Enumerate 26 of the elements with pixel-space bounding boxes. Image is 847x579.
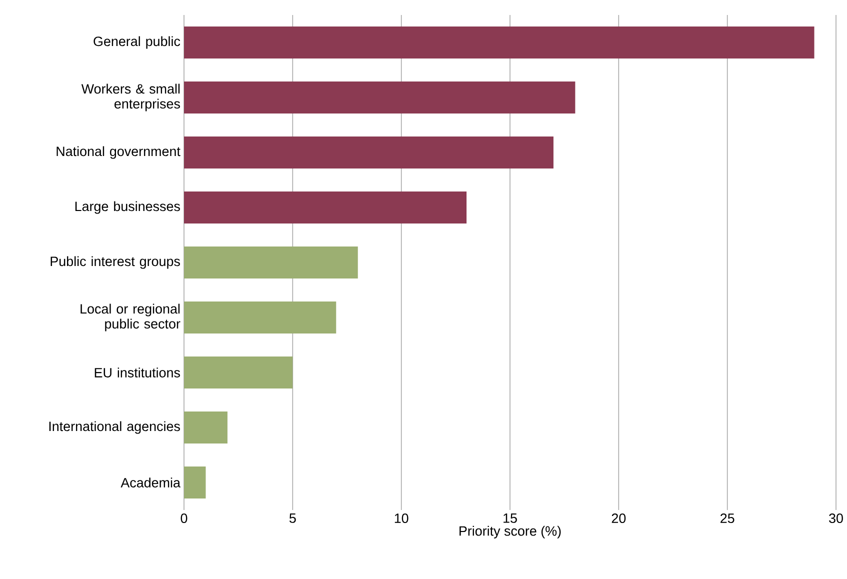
y-tick-label: Large businesses (75, 201, 180, 214)
y-tick-label: Local or regional public sector (80, 304, 180, 332)
y-tick-label: Workers & small enterprises (81, 84, 180, 112)
x-axis-title: Priority score (%) (460, 526, 561, 538)
y-tick-label: Public interest groups (50, 256, 180, 269)
y-tick-label: EU institutions (94, 368, 180, 378)
x-tick-label: 10 (394, 514, 408, 524)
x-tick-label: 0 (180, 514, 188, 524)
x-tick-label: 30 (829, 514, 843, 524)
bar (184, 246, 358, 279)
x-tick-label: 20 (612, 514, 626, 524)
bar (184, 412, 228, 444)
bar (184, 302, 336, 334)
bar (184, 356, 293, 389)
y-tick-label: General public (94, 36, 180, 49)
bar (184, 466, 206, 499)
x-tick-label: 5 (289, 514, 296, 523)
x-tick-label: 15 (504, 514, 517, 523)
bar (184, 192, 467, 224)
bar (184, 82, 576, 114)
bar (184, 136, 554, 169)
bar (184, 26, 814, 59)
x-tick-label: 25 (720, 514, 734, 524)
y-tick-label: International agencies (49, 421, 180, 434)
y-tick-label: Academia (120, 478, 180, 488)
y-tick-label: National government (56, 146, 180, 159)
